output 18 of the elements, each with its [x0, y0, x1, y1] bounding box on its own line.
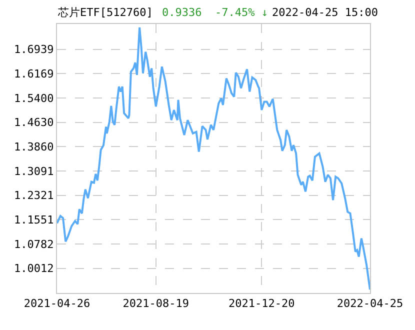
y-tick-label: 1.5400: [14, 92, 54, 105]
y-tick-label: 1.1551: [14, 214, 54, 227]
x-tick-label: 2021-08-19: [122, 297, 190, 310]
y-tick-label: 1.6939: [14, 43, 54, 56]
x-tick-label: 2021-04-26: [24, 297, 90, 310]
chart-subtitle: 0.9336 -7.45% ↓: [162, 6, 268, 19]
y-tick-label: 1.3091: [14, 164, 54, 178]
chart-title: 芯片ETF[512760]: [57, 6, 153, 19]
x-tick-label: 2021-12-20: [228, 297, 295, 310]
x-tick-label: 2022-04-25: [336, 297, 404, 310]
y-tick-label: 1.0782: [14, 238, 54, 251]
y-tick-label: 1.3860: [14, 140, 54, 154]
y-tick-label: 1.6169: [14, 68, 54, 81]
line-series: [57, 26, 370, 291]
y-tick-label: 1.2321: [14, 189, 54, 202]
y-tick-label: 1.4630: [14, 116, 54, 130]
text: 2022-04-25 15:00: [272, 6, 378, 19]
y-tick-label: 1.0012: [14, 262, 54, 276]
